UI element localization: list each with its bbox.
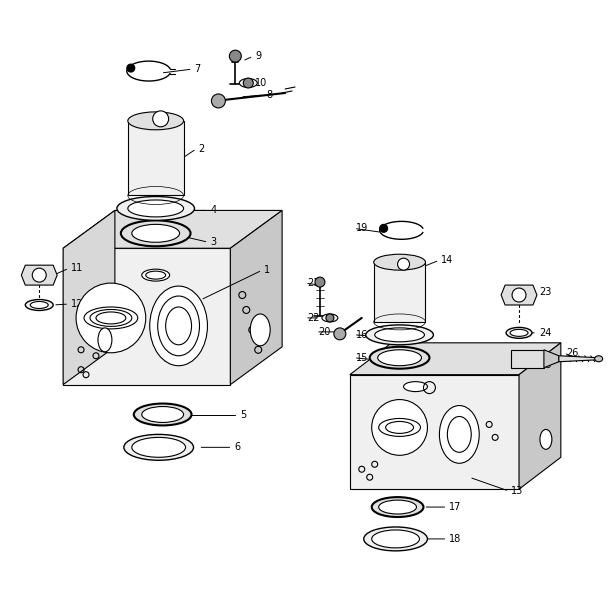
Text: 20: 20 bbox=[318, 327, 330, 337]
Polygon shape bbox=[63, 248, 230, 385]
Text: 13: 13 bbox=[511, 486, 524, 496]
Text: 11: 11 bbox=[71, 263, 83, 273]
Polygon shape bbox=[511, 350, 544, 368]
Text: 22: 22 bbox=[307, 313, 320, 323]
Ellipse shape bbox=[540, 429, 552, 449]
Ellipse shape bbox=[124, 435, 193, 460]
Polygon shape bbox=[350, 343, 561, 375]
Circle shape bbox=[153, 111, 169, 127]
Polygon shape bbox=[501, 285, 537, 305]
Polygon shape bbox=[63, 211, 282, 248]
Polygon shape bbox=[374, 262, 426, 322]
Circle shape bbox=[32, 268, 46, 282]
Polygon shape bbox=[519, 343, 561, 489]
Ellipse shape bbox=[403, 382, 428, 392]
Text: 18: 18 bbox=[449, 534, 461, 544]
Polygon shape bbox=[559, 356, 599, 362]
Text: 3: 3 bbox=[211, 237, 217, 247]
Ellipse shape bbox=[142, 407, 184, 422]
Circle shape bbox=[229, 50, 241, 62]
Text: 6: 6 bbox=[234, 443, 240, 452]
Polygon shape bbox=[544, 350, 559, 368]
Text: 10: 10 bbox=[255, 78, 267, 88]
Ellipse shape bbox=[117, 197, 195, 220]
Polygon shape bbox=[230, 211, 282, 385]
Ellipse shape bbox=[30, 302, 48, 308]
Ellipse shape bbox=[239, 78, 257, 87]
Circle shape bbox=[127, 64, 135, 72]
Polygon shape bbox=[63, 211, 115, 385]
Text: 7: 7 bbox=[195, 64, 201, 74]
Circle shape bbox=[512, 288, 526, 302]
Ellipse shape bbox=[25, 299, 53, 310]
Ellipse shape bbox=[510, 330, 528, 336]
Ellipse shape bbox=[506, 327, 532, 338]
Ellipse shape bbox=[439, 405, 479, 463]
Ellipse shape bbox=[128, 200, 184, 217]
Ellipse shape bbox=[128, 112, 184, 130]
Ellipse shape bbox=[594, 356, 602, 362]
Text: 4: 4 bbox=[211, 205, 217, 215]
Ellipse shape bbox=[371, 497, 423, 517]
Polygon shape bbox=[128, 121, 184, 195]
Ellipse shape bbox=[134, 404, 192, 426]
Ellipse shape bbox=[378, 350, 421, 365]
Polygon shape bbox=[22, 265, 57, 285]
Ellipse shape bbox=[375, 328, 424, 342]
Text: 8: 8 bbox=[266, 90, 272, 100]
Text: 25: 25 bbox=[539, 360, 551, 370]
Ellipse shape bbox=[374, 254, 426, 270]
Ellipse shape bbox=[366, 325, 434, 345]
Text: 19: 19 bbox=[356, 223, 368, 233]
Ellipse shape bbox=[132, 225, 180, 242]
Circle shape bbox=[326, 314, 334, 322]
Ellipse shape bbox=[250, 314, 270, 346]
Text: 1: 1 bbox=[264, 265, 270, 275]
Text: 17: 17 bbox=[449, 502, 462, 512]
Text: 15: 15 bbox=[356, 353, 368, 363]
Text: 2: 2 bbox=[198, 144, 205, 154]
Circle shape bbox=[397, 258, 410, 270]
Circle shape bbox=[211, 94, 225, 108]
Polygon shape bbox=[350, 375, 519, 489]
Text: 21: 21 bbox=[307, 278, 319, 288]
Ellipse shape bbox=[142, 269, 169, 281]
Circle shape bbox=[379, 225, 387, 232]
Text: 26: 26 bbox=[566, 348, 578, 358]
Circle shape bbox=[334, 328, 346, 340]
Text: 16: 16 bbox=[356, 330, 368, 340]
Circle shape bbox=[76, 283, 146, 353]
Ellipse shape bbox=[371, 530, 419, 548]
Circle shape bbox=[243, 78, 253, 88]
Ellipse shape bbox=[379, 500, 416, 514]
Ellipse shape bbox=[150, 286, 208, 365]
Ellipse shape bbox=[322, 314, 338, 322]
Text: 24: 24 bbox=[539, 328, 551, 338]
Ellipse shape bbox=[121, 220, 190, 246]
Text: 5: 5 bbox=[240, 410, 246, 421]
Circle shape bbox=[315, 277, 325, 287]
Text: 14: 14 bbox=[442, 255, 453, 265]
Ellipse shape bbox=[98, 328, 112, 352]
Text: 23: 23 bbox=[539, 287, 551, 297]
Ellipse shape bbox=[363, 527, 428, 551]
Circle shape bbox=[371, 399, 428, 455]
Text: 9: 9 bbox=[255, 51, 261, 61]
Text: 12: 12 bbox=[71, 299, 83, 309]
Ellipse shape bbox=[132, 438, 185, 457]
Ellipse shape bbox=[370, 347, 429, 368]
